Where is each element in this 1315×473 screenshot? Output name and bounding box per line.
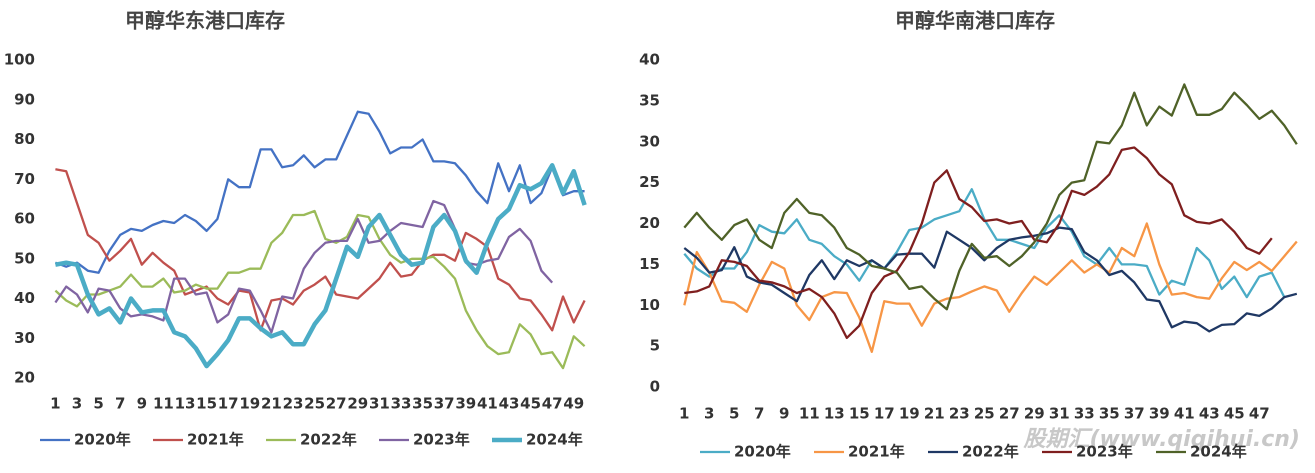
legend-label: 2020年: [74, 431, 131, 449]
series-line: [54, 209, 586, 370]
x-tick-label: 5: [93, 395, 103, 413]
x-tick-label: 9: [779, 405, 789, 423]
x-tick-label: 15: [849, 405, 870, 423]
x-tick-label: 9: [137, 395, 147, 413]
x-tick-label: 33: [391, 395, 412, 413]
x-tick-label: 11: [153, 395, 174, 413]
x-tick-label: 39: [455, 395, 476, 413]
series-line: [683, 226, 1298, 333]
series-line: [683, 222, 1298, 353]
x-tick-label: 7: [754, 405, 764, 423]
y-tick-label: 30: [639, 132, 660, 150]
x-tick-label: 43: [1199, 405, 1220, 423]
x-tick-label: 3: [704, 405, 714, 423]
x-tick-label: 39: [1149, 405, 1170, 423]
x-tick-label: 31: [369, 395, 390, 413]
y-tick-label: 15: [639, 255, 660, 273]
y-tick-label: 25: [639, 173, 660, 191]
x-tick-label: 23: [283, 395, 304, 413]
series-line: [55, 110, 585, 274]
y-tick-label: 40: [14, 289, 35, 307]
legend-label: 2023年: [1076, 443, 1133, 461]
x-tick-label: 23: [949, 405, 970, 423]
legend-label: 2022年: [962, 443, 1019, 461]
x-tick-label: 45: [520, 395, 541, 413]
y-tick-label: 35: [639, 91, 660, 109]
y-tick-label: 80: [14, 130, 35, 148]
x-tick-label: 31: [1049, 405, 1070, 423]
legend-label: 2023年: [413, 431, 470, 449]
legend-label: 2022年: [300, 431, 357, 449]
series-line: [54, 163, 587, 369]
x-tick-label: 41: [477, 395, 498, 413]
x-tick-label: 13: [175, 395, 196, 413]
series-line: [55, 168, 586, 332]
y-tick-label: 20: [14, 369, 35, 387]
series-line: [683, 83, 1298, 311]
x-tick-label: 5: [729, 405, 739, 423]
y-tick-label: 0: [650, 378, 660, 396]
x-tick-label: 47: [1249, 405, 1270, 423]
x-tick-label: 27: [326, 395, 347, 413]
x-tick-label: 19: [239, 395, 260, 413]
x-tick-label: 1: [679, 405, 689, 423]
y-tick-label: 10: [639, 296, 660, 314]
x-tick-label: 43: [499, 395, 520, 413]
y-tick-label: 100: [4, 51, 35, 69]
y-tick-label: 60: [14, 210, 35, 228]
x-tick-label: 37: [1124, 405, 1145, 423]
watermark: 股期汇(www.qiqihui.cn): [1022, 427, 1300, 452]
y-tick-label: 5: [650, 337, 660, 355]
chart-title: 甲醇华南港口库存: [895, 9, 1055, 33]
x-tick-label: 49: [563, 395, 584, 413]
x-tick-label: 25: [974, 405, 995, 423]
x-tick-label: 41: [1174, 405, 1195, 423]
x-tick-label: 15: [196, 395, 217, 413]
legend-label: 2024年: [1190, 443, 1247, 461]
y-tick-label: 50: [14, 249, 35, 267]
x-tick-label: 11: [799, 405, 820, 423]
y-tick-label: 40: [639, 51, 660, 69]
x-tick-label: 29: [1024, 405, 1045, 423]
chart-title: 甲醇华东港口库存: [125, 9, 285, 33]
x-tick-label: 37: [434, 395, 455, 413]
x-tick-label: 21: [924, 405, 945, 423]
legend-label: 2020年: [734, 443, 791, 461]
x-tick-label: 47: [542, 395, 563, 413]
legend-label: 2024年: [526, 431, 583, 449]
x-tick-label: 19: [899, 405, 920, 423]
x-tick-label: 25: [304, 395, 325, 413]
x-tick-label: 3: [72, 395, 82, 413]
legend-label: 2021年: [187, 431, 244, 449]
y-tick-label: 90: [14, 90, 35, 108]
x-tick-label: 17: [874, 405, 895, 423]
x-tick-label: 35: [1099, 405, 1120, 423]
x-tick-label: 45: [1224, 405, 1245, 423]
x-tick-label: 21: [261, 395, 282, 413]
x-tick-label: 1: [50, 395, 60, 413]
legend-label: 2021年: [848, 443, 905, 461]
x-tick-label: 27: [999, 405, 1020, 423]
y-tick-label: 20: [639, 214, 660, 232]
y-tick-label: 70: [14, 170, 35, 188]
y-tick-label: 30: [14, 329, 35, 347]
x-tick-label: 33: [1074, 405, 1095, 423]
x-tick-label: 29: [347, 395, 368, 413]
x-tick-label: 35: [412, 395, 433, 413]
x-tick-label: 17: [218, 395, 239, 413]
series-line: [684, 146, 1273, 340]
x-tick-label: 13: [824, 405, 845, 423]
x-tick-label: 7: [115, 395, 125, 413]
